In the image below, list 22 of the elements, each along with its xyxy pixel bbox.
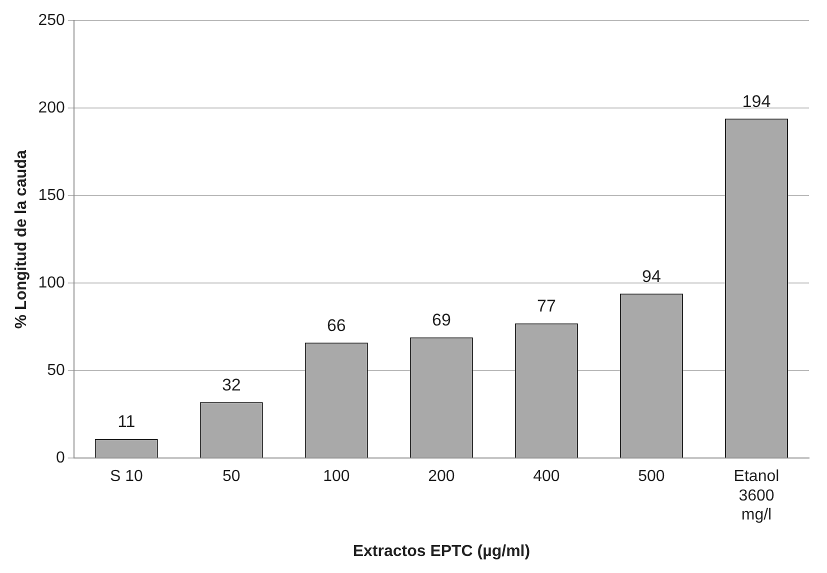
x-tick-label: 400 [533,468,560,486]
x-tick-label: 200 [428,468,455,486]
data-label: 66 [326,316,346,335]
x-tick-label: 50 [222,468,240,486]
x-tick-label: 100 [323,468,350,486]
data-label: 194 [742,92,771,111]
x-tick-label: Etanol 3600 mg/l [734,468,780,524]
x-tick-label: S 10 [110,468,143,486]
data-label: 94 [642,266,661,286]
data-label: 69 [432,310,451,330]
y-tick-label: 150 [38,187,65,204]
y-tick-label: 250 [38,12,65,30]
data-label: 77 [537,296,556,316]
y-axis-title: % Longitud de la cauda [13,150,30,329]
data-label: 11 [118,412,136,432]
x-tick-label: 500 [638,468,665,486]
y-tick-label: 0 [56,450,65,467]
y-tick-label: 200 [38,100,65,117]
y-tick-label: 100 [38,274,65,292]
data-label: 32 [222,375,241,394]
x-axis-title: Extractos EPTC (µg/ml) [352,542,530,560]
y-tick-label: 50 [47,362,65,380]
